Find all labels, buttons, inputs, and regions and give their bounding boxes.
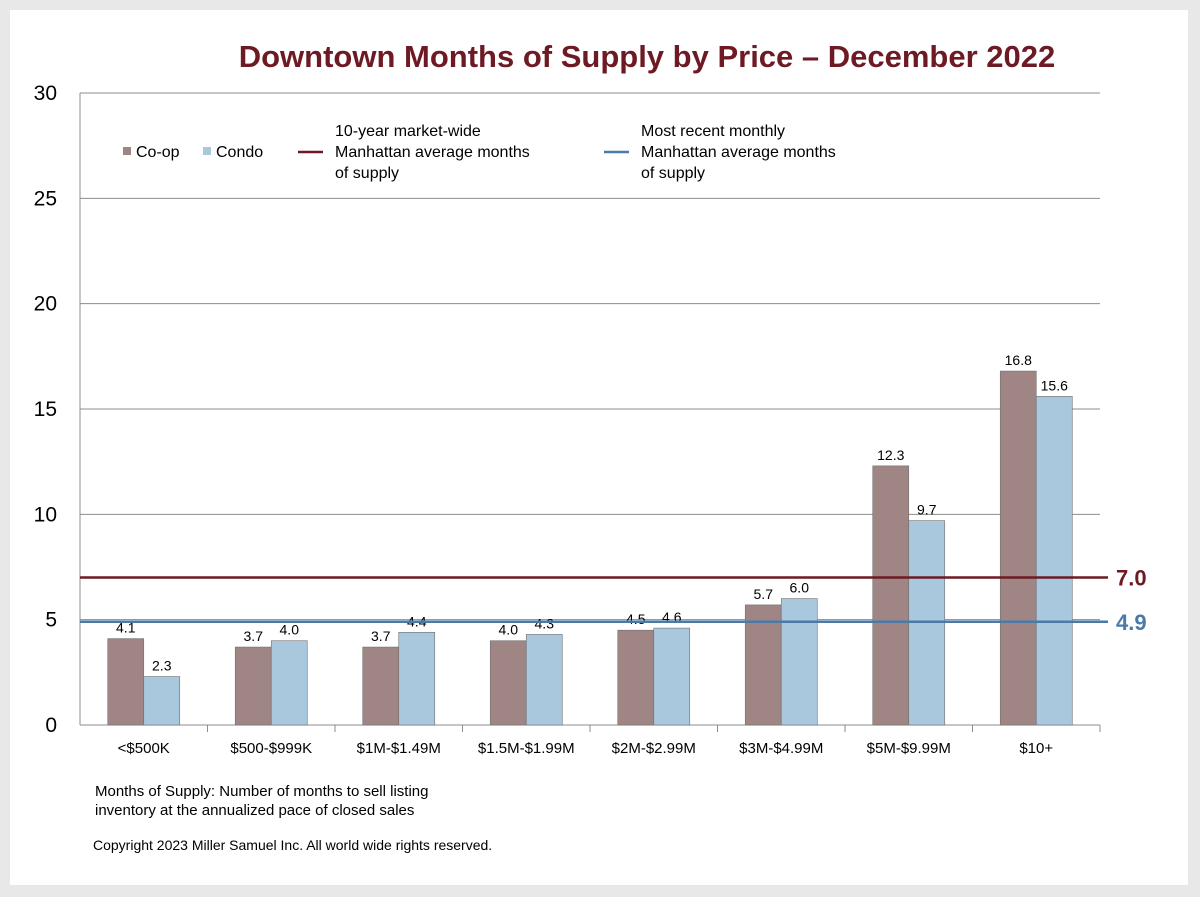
y-tick-label: 25: [34, 187, 57, 210]
bar-co-op: [362, 646, 400, 726]
x-tick-label: $3M-$4.99M: [739, 740, 823, 757]
x-tick-label: <$500K: [118, 740, 170, 757]
legend-label: Manhattan average months: [335, 144, 530, 161]
data-label: 4.0: [499, 622, 519, 638]
data-label: 9.7: [917, 502, 937, 518]
data-label: 3.7: [371, 628, 391, 644]
x-tick-label: $1.5M-$1.99M: [478, 740, 575, 757]
legend-label: of supply: [335, 165, 399, 182]
chart-card: Downtown Months of Supply by Price – Dec…: [10, 10, 1188, 885]
footnote-text: Months of Supply: Number of months to se…: [95, 783, 429, 800]
bar-co-op: [744, 604, 782, 726]
bar-co-op: [234, 646, 272, 726]
bar-condo: [398, 632, 436, 726]
x-tick-label: $5M-$9.99M: [867, 740, 951, 757]
legend-swatch: [123, 147, 131, 155]
copyright-text: Copyright 2023 Miller Samuel Inc. All wo…: [93, 837, 492, 853]
y-tick-label: 5: [45, 609, 57, 632]
bar-co-op: [617, 629, 655, 726]
bar-condo: [525, 634, 563, 726]
bar-condo: [1035, 396, 1073, 726]
data-label: 2.3: [152, 658, 172, 674]
x-tick-label: $1M-$1.49M: [357, 740, 441, 757]
bar-condo: [780, 598, 818, 726]
bar-co-op: [872, 465, 910, 726]
x-tick-label: $10+: [1019, 740, 1053, 757]
reference-line-label: 4.9: [1116, 610, 1147, 635]
data-label: 16.8: [1005, 352, 1032, 368]
legend-swatch: [203, 147, 211, 155]
data-label: 15.6: [1041, 377, 1068, 393]
footnote-text: inventory at the annualized pace of clos…: [95, 802, 414, 819]
y-tick-label: 10: [34, 503, 57, 526]
data-label: 3.7: [244, 628, 264, 644]
legend-label: Most recent monthly: [641, 123, 785, 140]
bar-co-op: [999, 370, 1037, 726]
data-label: 4.5: [626, 611, 646, 627]
bar-condo: [653, 627, 691, 726]
reference-line-label: 7.0: [1116, 566, 1147, 591]
legend-label: Condo: [216, 144, 263, 161]
y-tick-label: 15: [34, 398, 57, 421]
legend-label: of supply: [641, 165, 705, 182]
y-tick-label: 30: [34, 82, 57, 105]
chart-title: Downtown Months of Supply by Price – Dec…: [239, 39, 1056, 74]
data-label: 12.3: [877, 447, 904, 463]
bar-co-op: [489, 640, 527, 726]
data-label: 5.7: [754, 586, 774, 602]
legend-label: Co-op: [136, 144, 180, 161]
data-label: 4.0: [280, 622, 300, 638]
legend-label: Manhattan average months: [641, 144, 836, 161]
data-label: 4.3: [535, 615, 555, 631]
y-tick-label: 20: [34, 293, 57, 316]
y-tick-label: 0: [45, 714, 57, 737]
legend-label: 10-year market-wide: [335, 123, 481, 140]
x-tick-label: $2M-$2.99M: [612, 740, 696, 757]
bar-condo: [143, 676, 181, 726]
data-label: 4.1: [116, 620, 136, 636]
bar-condo: [270, 640, 308, 726]
chart: Downtown Months of Supply by Price – Dec…: [34, 39, 1147, 853]
data-label: 6.0: [790, 580, 810, 596]
bar-co-op: [107, 638, 145, 726]
x-tick-label: $500-$999K: [230, 740, 312, 757]
